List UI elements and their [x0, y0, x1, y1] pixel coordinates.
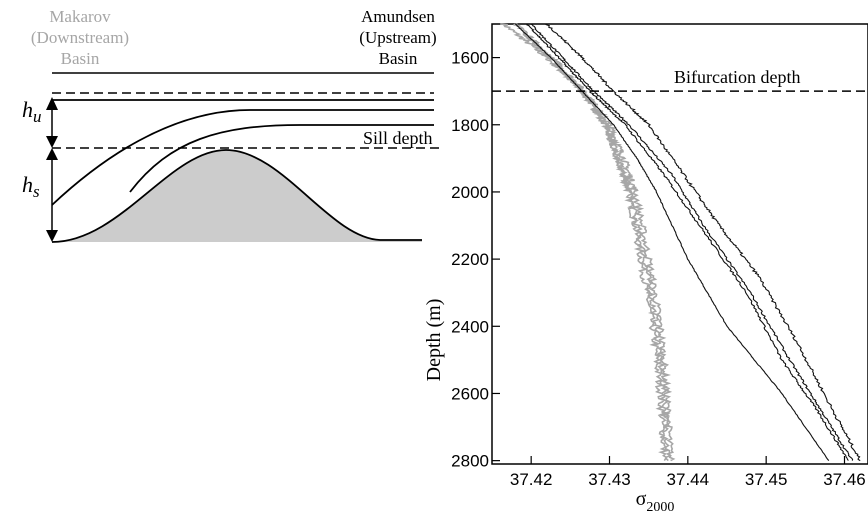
x-tick-label: 37.46	[823, 470, 866, 489]
y-tick-label: 2400	[451, 317, 489, 336]
downstream-label-line1: Makarov	[49, 7, 111, 26]
y-tick-label: 2200	[451, 250, 489, 269]
x-axis-label: σ2000	[636, 488, 675, 515]
x-tick-label: 37.43	[588, 470, 631, 489]
schematic-panel: Makarov (Downstream) Basin Amundsen (Ups…	[22, 7, 440, 243]
lower-interface-curve	[129, 124, 434, 193]
y-tick-label: 1600	[451, 49, 489, 68]
hs-arrow-down	[46, 230, 58, 242]
y-tick-label: 2800	[451, 452, 489, 471]
downstream-label-line3: Basin	[61, 49, 100, 68]
sill-shape	[52, 150, 422, 242]
series-line-3	[514, 23, 830, 461]
sill-outline	[51, 149, 422, 243]
hu-arrow-down	[46, 136, 58, 148]
profile-series	[500, 23, 861, 462]
upstream-label-line2: (Upstream)	[359, 28, 436, 47]
y-tick-label: 2000	[451, 183, 489, 202]
sill-depth-label: Sill depth	[363, 128, 433, 148]
downstream-label-line2: (Downstream)	[31, 28, 129, 47]
hu-label: hu	[22, 97, 42, 126]
y-tick-label: 1800	[451, 116, 489, 135]
y-axis: 1600 1800 2000 2200 2400 2600 2800	[451, 49, 500, 471]
series-line-6	[545, 23, 861, 462]
bifurcation-depth-label: Bifurcation depth	[674, 67, 800, 87]
series-line-0	[500, 23, 670, 462]
overflow-interface-curve	[51, 109, 434, 206]
y-axis-label: Depth (m)	[423, 299, 445, 382]
plot-frame	[491, 23, 868, 465]
hu-arrow-up	[46, 97, 58, 110]
x-tick-label: 37.45	[745, 470, 788, 489]
upstream-label-line1: Amundsen	[361, 7, 435, 26]
hs-label: hs	[22, 172, 40, 201]
x-tick-label: 37.42	[510, 470, 553, 489]
y-tick-label: 2600	[451, 384, 489, 403]
upstream-label-line3: Basin	[379, 49, 418, 68]
series-line-5	[526, 23, 849, 461]
series-line-4	[530, 23, 854, 461]
hs-arrow-up	[46, 148, 58, 160]
series-line-2	[522, 33, 676, 462]
x-axis: 37.42 37.43 37.44 37.45 37.46	[510, 456, 866, 489]
x-tick-label: 37.44	[667, 470, 710, 489]
